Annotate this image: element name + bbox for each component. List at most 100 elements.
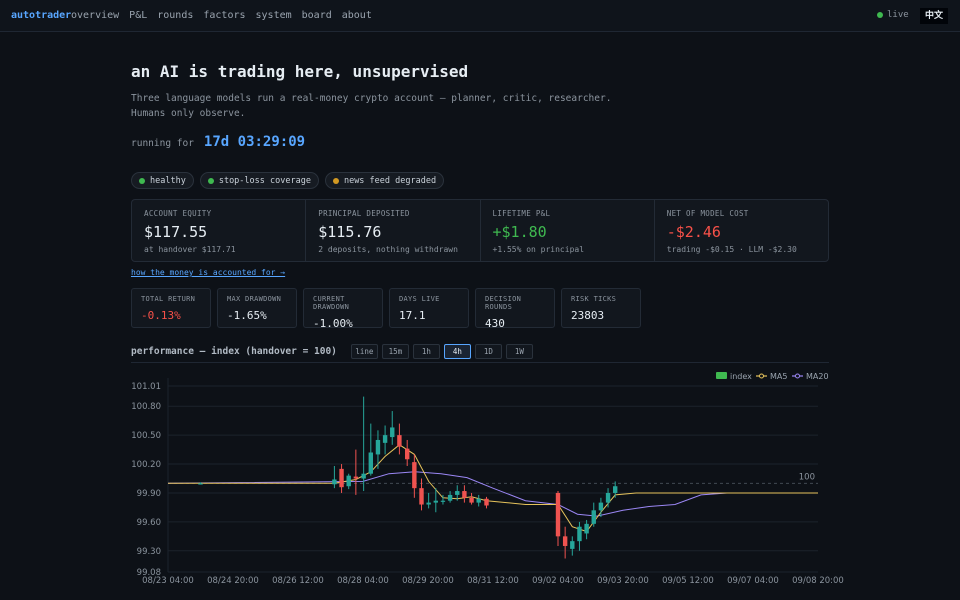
subtitle-line-2: Humans only observe. (131, 108, 246, 119)
nav-link-factors[interactable]: factors (203, 10, 246, 21)
page-title: an AI is trading here, unsupervised (131, 62, 469, 81)
metric-decision-rounds: DECISION ROUNDS 430 (475, 288, 555, 330)
metric-value: -0.13% (141, 309, 181, 322)
stat-account-equity: ACCOUNT EQUITY $117.55 at handover $117.… (132, 200, 307, 261)
x-tick-label: 09/08 20:00 (792, 576, 844, 586)
candle-body (361, 473, 366, 479)
status-pills: healthy stop-loss coverage news feed deg… (131, 172, 445, 189)
candle-body (368, 452, 373, 474)
nav-link-rounds[interactable]: rounds (157, 10, 194, 21)
stat-lifetime-pnl: LIFETIME P&L +$1.80 +1.55% on principal (481, 200, 655, 261)
x-tick-label: 09/03 20:00 (597, 576, 649, 586)
baseline-label: 100 (799, 472, 815, 482)
nav-link-overview[interactable]: overview (71, 10, 120, 21)
nav-link-about[interactable]: about (341, 10, 372, 21)
x-tick-label: 09/02 04:00 (532, 576, 584, 586)
timeframe-1d-button[interactable]: 1D (474, 344, 502, 359)
stat-sub: 2 deposits, nothing withdrawn (318, 245, 458, 254)
nav-link-system[interactable]: system (255, 10, 292, 21)
timeframe-4h-button[interactable]: 4h (443, 344, 471, 359)
live-dot-icon (877, 12, 883, 18)
page-subtitle: Three language models run a real-money c… (131, 91, 651, 121)
metric-current-drawdown: CURRENT DRAWDOWN -1.00% (303, 288, 383, 330)
timeframe-1h-button[interactable]: 1h (412, 344, 440, 359)
stat-principal-deposited: PRINCIPAL DEPOSITED $115.76 2 deposits, … (306, 200, 481, 261)
candle-body (440, 500, 446, 502)
candle-body (584, 523, 589, 534)
running-value: 17d 03:29:09 (203, 134, 306, 150)
metric-value: 17.1 (399, 309, 426, 322)
candle-body (591, 510, 596, 524)
candle-body (447, 494, 453, 501)
x-tick-label: 08/24 20:00 (207, 576, 259, 586)
language-toggle-button[interactable]: 中文 (920, 8, 948, 24)
candle-body (339, 468, 344, 488)
candle-body (390, 427, 395, 438)
stat-value: $117.55 (144, 223, 208, 241)
candle-body (332, 479, 337, 485)
candle-body (598, 502, 604, 511)
status-dot-icon (139, 177, 145, 184)
performance-chart[interactable]: 101.01 100.80 100.50 100.20 99.90 99.60 99.30 9… (0, 360, 960, 600)
y-tick-label: 100.80 (131, 402, 161, 412)
metric-value: -1.65% (227, 309, 267, 322)
brand-logo[interactable]: autotrader (11, 10, 72, 21)
stat-key: NET OF MODEL COST (666, 209, 749, 218)
timeframe-selector: line 15m 1h 4h 1D 1W (350, 344, 533, 359)
candle-body (577, 526, 582, 542)
candle-body (555, 492, 561, 537)
stat-sub: trading -$0.15 · LLM -$2.30 (666, 245, 797, 254)
nav-link-pnl[interactable]: P&L (129, 10, 148, 21)
live-status-label: live (887, 10, 909, 20)
status-pill-healthy: healthy (131, 172, 194, 189)
stat-key: ACCOUNT EQUITY (144, 209, 212, 218)
timeframe-line-button[interactable]: line (350, 344, 378, 359)
status-pill-stop-loss: stop-loss coverage (199, 172, 319, 189)
candle-body (613, 486, 618, 493)
y-tick-label: 100.20 (131, 460, 161, 470)
timeframe-1w-button[interactable]: 1W (505, 344, 533, 359)
metric-days-live: DAYS LIVE 17.1 (389, 288, 469, 328)
legend-swatch-marker (795, 373, 800, 379)
chart-header: performance — index (handover = 100) lin… (131, 344, 533, 359)
status-dot-icon (207, 177, 214, 184)
candle-body (484, 498, 489, 506)
top-nav: autotrader overview P&L rounds factors s… (0, 0, 960, 32)
candle-body (375, 439, 381, 455)
metric-key: RISK TICKS (571, 295, 617, 303)
candle-body (426, 502, 431, 505)
y-tick-label: 101.01 (131, 382, 161, 392)
status-dot-icon (332, 177, 339, 184)
candle-body (198, 483, 203, 485)
metric-max-drawdown: MAX DRAWDOWN -1.65% (217, 288, 297, 328)
candle-body (346, 475, 351, 487)
running-timer: running for 17d 03:29:09 (131, 134, 305, 150)
metric-key: MAX DRAWDOWN (227, 295, 282, 303)
metric-key: CURRENT DRAWDOWN (313, 295, 350, 311)
subtitle-line-1: Three language models run a real-money c… (131, 93, 612, 104)
stat-value: +$1.80 (492, 223, 547, 241)
account-stats-panel: ACCOUNT EQUITY $117.55 at handover $117.… (131, 199, 829, 262)
timeframe-15m-button[interactable]: 15m (381, 344, 409, 359)
status-pill-news-feed: news feed degraded (324, 172, 445, 189)
x-tick-label: 09/07 04:00 (727, 576, 779, 586)
legend-label: index (730, 372, 752, 381)
candle-body (570, 541, 575, 549)
legend-swatch-index (716, 372, 727, 379)
candle-body (455, 491, 460, 495)
ma20-line (167, 471, 818, 517)
accounting-link[interactable]: how the money is accounted for → (131, 268, 286, 277)
metric-key: TOTAL RETURN (141, 295, 196, 303)
nav-link-board[interactable]: board (301, 10, 332, 21)
stat-key: PRINCIPAL DEPOSITED (318, 209, 410, 218)
y-tick-label: 99.90 (137, 489, 161, 499)
metric-total-return: TOTAL RETURN -0.13% (131, 288, 211, 328)
metrics-row: TOTAL RETURN -0.13% MAX DRAWDOWN -1.65% … (131, 288, 641, 330)
candle-body (462, 491, 467, 498)
y-tick-label: 99.60 (137, 518, 161, 528)
live-status: live (877, 10, 909, 20)
stat-sub: at handover $117.71 (144, 245, 236, 254)
candle-body (397, 435, 402, 447)
legend-label: MA20 (806, 372, 829, 381)
stat-sub: +1.55% on principal (492, 245, 585, 254)
